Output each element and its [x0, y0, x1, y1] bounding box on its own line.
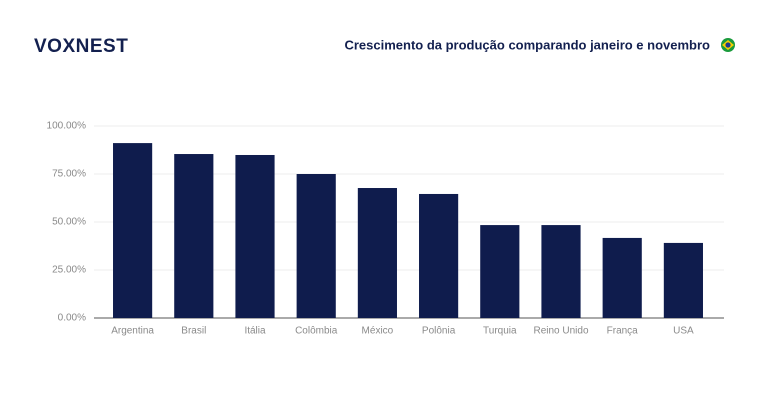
chart-title: Crescimento da produção comparando janei… — [344, 37, 710, 52]
x-tick-label: Argentina — [111, 326, 154, 337]
x-tick-label: Turquia — [483, 326, 517, 337]
brand-logo: VOXNEST — [34, 36, 128, 57]
x-tick-label: Itália — [244, 326, 266, 337]
bar — [357, 188, 397, 318]
y-tick-label: 100.00% — [47, 121, 87, 132]
x-tick-label: Reino Unido — [533, 326, 588, 337]
bar — [296, 174, 336, 318]
bar — [541, 225, 581, 318]
bar — [480, 225, 520, 318]
y-tick-label: 50.00% — [52, 217, 86, 228]
y-tick-label: 75.00% — [52, 169, 86, 180]
x-tick-label: Colômbia — [295, 326, 338, 337]
x-tick-label: USA — [673, 326, 694, 337]
bar — [602, 237, 642, 318]
flag-icon — [721, 38, 735, 52]
bar — [235, 154, 275, 318]
x-tick-label: México — [362, 326, 394, 337]
x-tick-label: Polônia — [422, 326, 456, 337]
y-tick-label: 0.00% — [58, 313, 86, 324]
bar — [419, 193, 459, 318]
y-tick-label: 25.00% — [52, 265, 86, 276]
bar — [663, 242, 703, 318]
bar — [113, 143, 153, 318]
x-tick-label: França — [607, 326, 639, 337]
x-tick-label: Brasil — [181, 326, 206, 337]
bar — [174, 154, 214, 318]
